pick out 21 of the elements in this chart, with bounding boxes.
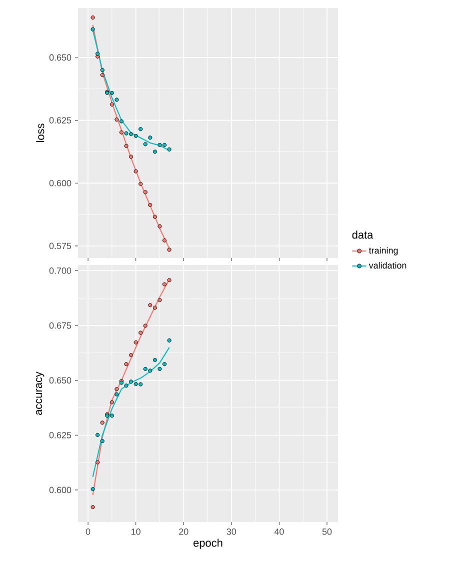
y-tick-label: 0.600 bbox=[49, 486, 72, 494]
x-tick-label: 40 bbox=[274, 528, 284, 535]
legend-title: data bbox=[352, 230, 374, 239]
legend-label: validation bbox=[368, 262, 406, 269]
legend-label: training bbox=[368, 247, 398, 256]
y-axis-title: loss bbox=[36, 124, 44, 142]
y-tick-label: 0.675 bbox=[49, 322, 72, 329]
y-tick-label: 0.625 bbox=[49, 432, 72, 438]
y-tick-label: 0.600 bbox=[49, 180, 72, 186]
x-axis-title: epoch bbox=[194, 538, 222, 549]
x-tick-label: 30 bbox=[226, 528, 236, 535]
x-tick-label: 10 bbox=[132, 528, 140, 535]
x-tick-label: 0 bbox=[86, 528, 90, 535]
y-tick-label: 0.575 bbox=[49, 242, 72, 250]
y-tick-label: 0.650 bbox=[49, 377, 72, 384]
y-tick-label: 0.650 bbox=[49, 54, 72, 61]
y-tick-label: 0.625 bbox=[49, 117, 72, 124]
x-tick-label: 50 bbox=[322, 528, 332, 535]
y-tick-label: 0.700 bbox=[49, 268, 72, 274]
x-tick-label: 20 bbox=[179, 528, 188, 535]
y-axis-title: accuracy bbox=[36, 372, 44, 415]
